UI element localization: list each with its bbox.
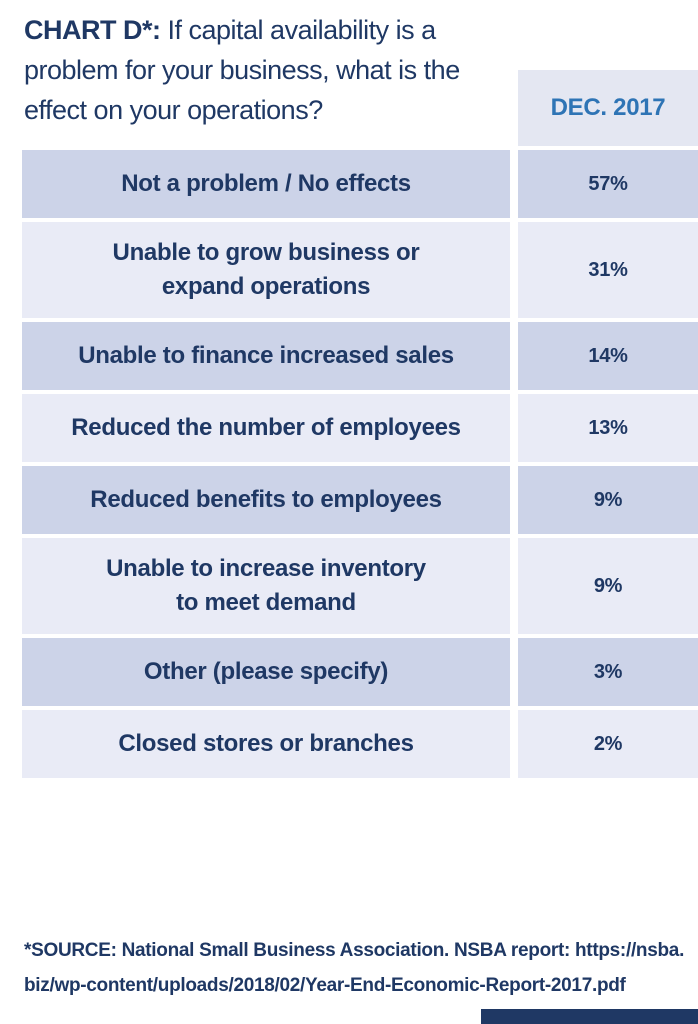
- row-value: 3%: [518, 638, 698, 706]
- table-row: Unable to grow business or expand operat…: [0, 222, 698, 318]
- column-gutter: [510, 222, 518, 318]
- table-row: Unable to increase inventory to meet dem…: [0, 538, 698, 634]
- column-header-dec-2017: DEC. 2017: [518, 70, 698, 146]
- footer-banner: [481, 1009, 698, 1024]
- chart-title: CHART D*: If capital availability is a p…: [24, 10, 524, 130]
- row-label: Unable to grow business or expand operat…: [22, 222, 510, 318]
- table-row: Closed stores or branches 2%: [0, 710, 698, 778]
- row-value: 9%: [518, 466, 698, 534]
- column-gutter: [510, 394, 518, 462]
- row-label: Closed stores or branches: [22, 710, 510, 778]
- results-table: Not a problem / No effects 57% Unable to…: [0, 150, 698, 782]
- row-label: Unable to increase inventory to meet dem…: [22, 538, 510, 634]
- row-label: Reduced benefits to employees: [22, 466, 510, 534]
- row-label: Unable to finance increased sales: [22, 322, 510, 390]
- column-gutter: [510, 638, 518, 706]
- table-row: Reduced the number of employees 13%: [0, 394, 698, 462]
- table-row: Reduced benefits to employees 9%: [0, 466, 698, 534]
- column-gutter: [510, 322, 518, 390]
- row-label: Other (please specify): [22, 638, 510, 706]
- chart-title-question: If capital availability is a problem for…: [24, 15, 460, 125]
- row-value: 13%: [518, 394, 698, 462]
- row-value: 14%: [518, 322, 698, 390]
- source-note: *SOURCE: National Small Business Associa…: [24, 933, 684, 1003]
- chart-title-prefix: CHART D*:: [24, 15, 161, 45]
- column-gutter: [510, 538, 518, 634]
- source-line-1: *SOURCE: National Small Business Associa…: [24, 940, 685, 961]
- table-row: Unable to finance increased sales 14%: [0, 322, 698, 390]
- row-label: Reduced the number of employees: [22, 394, 510, 462]
- row-value: 57%: [518, 150, 698, 218]
- column-gutter: [510, 466, 518, 534]
- source-line-2: biz/wp-content/uploads/2018/02/Year-End-…: [24, 975, 626, 996]
- row-value: 2%: [518, 710, 698, 778]
- row-value: 31%: [518, 222, 698, 318]
- table-row: Not a problem / No effects 57%: [0, 150, 698, 218]
- row-value: 9%: [518, 538, 698, 634]
- table-row: Other (please specify) 3%: [0, 638, 698, 706]
- column-gutter: [510, 150, 518, 218]
- row-label: Not a problem / No effects: [22, 150, 510, 218]
- column-gutter: [510, 710, 518, 778]
